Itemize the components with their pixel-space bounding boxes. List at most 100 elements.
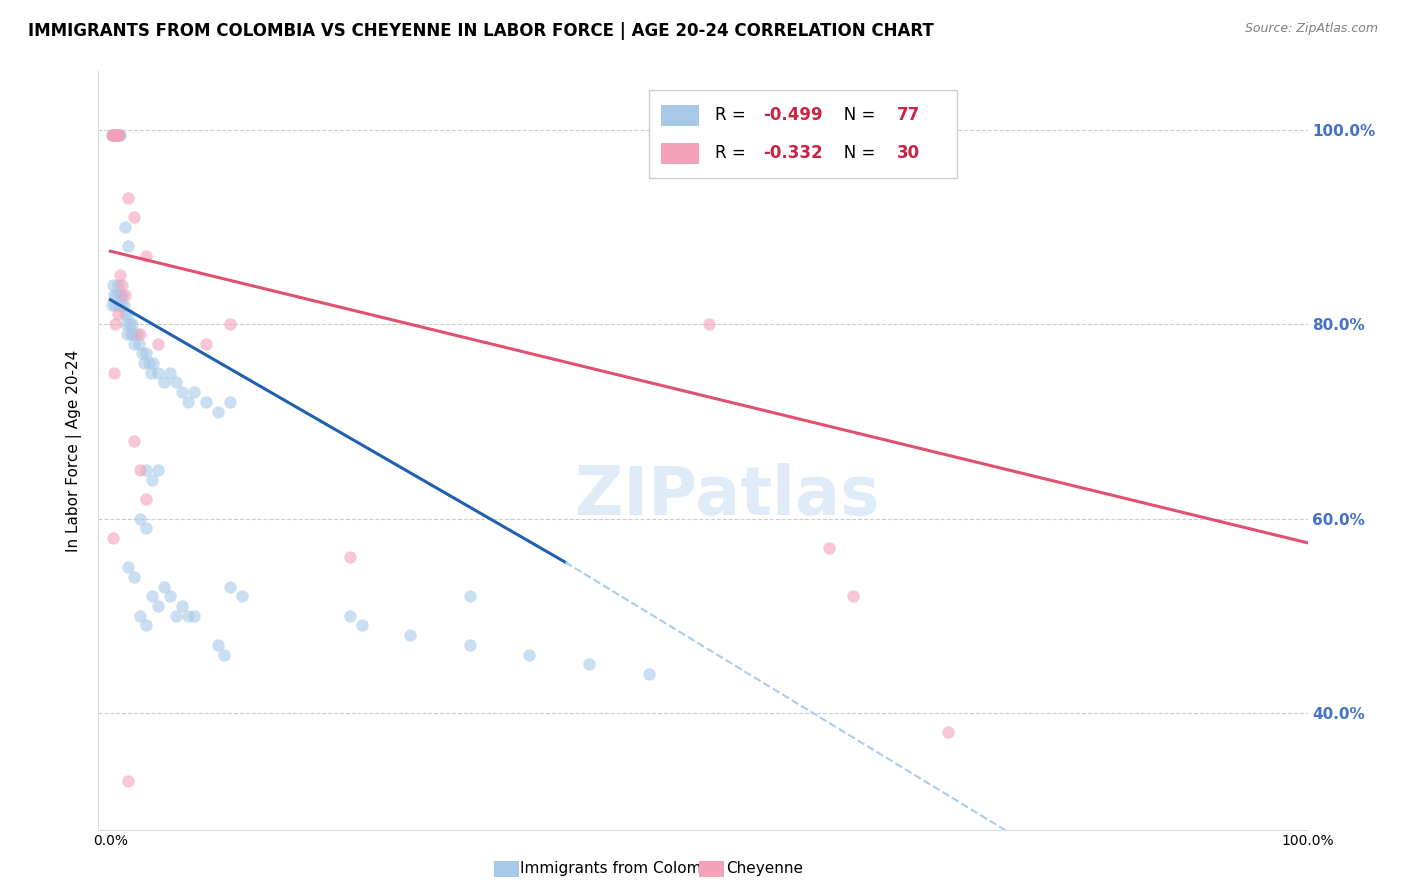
Point (458, 589, 481, 603)
Point (195, 336, 218, 351)
Point (519, 648, 541, 662)
FancyBboxPatch shape (648, 90, 957, 178)
Point (135, 491, 157, 506)
Point (107, 307, 129, 321)
Point (124, 434, 146, 448)
Point (112, 298, 135, 312)
Point (231, 589, 253, 603)
Point (129, 326, 152, 341)
Point (101, 128, 124, 142)
Y-axis label: In Labor Force | Age 20-24: In Labor Force | Age 20-24 (66, 350, 83, 551)
Point (129, 463, 152, 477)
Point (105, 128, 128, 142)
Text: -0.332: -0.332 (763, 145, 823, 162)
Point (398, 628, 420, 642)
FancyBboxPatch shape (661, 143, 699, 164)
Point (207, 638, 229, 652)
Text: N =: N = (828, 106, 880, 124)
Text: Source: ZipAtlas.com: Source: ZipAtlas.com (1244, 22, 1378, 36)
Point (118, 317, 141, 331)
Point (131, 346, 153, 360)
Point (141, 473, 163, 487)
Text: R =: R = (716, 106, 751, 124)
Point (148, 463, 170, 477)
Point (141, 589, 163, 603)
Point (107, 128, 129, 142)
Point (153, 376, 176, 390)
Point (115, 317, 138, 331)
Point (125, 326, 148, 341)
Point (172, 599, 194, 613)
Point (638, 667, 661, 681)
Point (117, 560, 139, 574)
Point (697, 317, 720, 331)
Point (183, 608, 205, 623)
Point (117, 191, 139, 205)
Point (132, 356, 155, 370)
Point (107, 128, 129, 142)
Point (817, 541, 839, 555)
Point (138, 356, 160, 370)
Point (103, 366, 125, 380)
Point (148, 599, 170, 613)
Point (148, 366, 170, 380)
Point (122, 326, 145, 341)
Point (104, 317, 127, 331)
Point (114, 288, 136, 302)
Text: R =: R = (716, 145, 751, 162)
Point (142, 356, 165, 370)
Point (117, 239, 139, 253)
Point (841, 589, 863, 603)
Point (339, 608, 361, 623)
Point (135, 618, 157, 632)
Point (111, 278, 134, 293)
Point (135, 521, 157, 535)
Point (107, 278, 129, 293)
Point (124, 210, 146, 224)
Point (108, 288, 131, 302)
Point (105, 128, 128, 142)
Point (100, 128, 122, 142)
Point (124, 336, 146, 351)
Text: ZIPatlas: ZIPatlas (575, 463, 880, 529)
Point (124, 570, 146, 584)
Point (115, 326, 138, 341)
Point (117, 774, 139, 789)
Point (111, 288, 134, 302)
Point (159, 589, 181, 603)
Point (219, 395, 242, 409)
Point (107, 128, 129, 142)
FancyBboxPatch shape (661, 104, 699, 126)
Point (172, 385, 194, 400)
Point (183, 385, 205, 400)
Point (195, 395, 218, 409)
Point (135, 249, 157, 263)
Point (159, 366, 181, 380)
Point (165, 608, 187, 623)
Point (107, 128, 129, 142)
Point (103, 128, 125, 142)
Point (100, 298, 122, 312)
Point (104, 128, 127, 142)
Point (101, 128, 124, 142)
Point (153, 580, 176, 594)
Text: 77: 77 (897, 106, 920, 124)
Point (148, 336, 170, 351)
Point (219, 317, 242, 331)
Point (101, 278, 124, 293)
Point (114, 307, 136, 321)
Point (128, 336, 150, 351)
Point (103, 288, 125, 302)
Point (129, 511, 152, 525)
Point (107, 298, 129, 312)
Point (135, 346, 157, 360)
Text: Cheyenne: Cheyenne (725, 862, 803, 876)
Point (339, 550, 361, 565)
Point (121, 317, 143, 331)
Point (101, 531, 124, 545)
Point (114, 219, 136, 234)
Text: Immigrants from Colombia: Immigrants from Colombia (520, 862, 725, 876)
Point (165, 376, 187, 390)
Point (177, 395, 200, 409)
Point (110, 298, 132, 312)
